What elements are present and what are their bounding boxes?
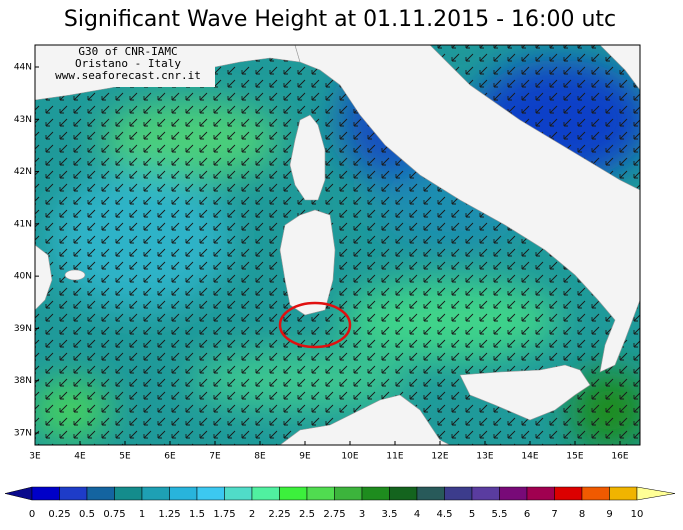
colorbar-segment — [306, 486, 335, 501]
colorbar-label: 0.25 — [48, 509, 70, 520]
colorbar-label: 1.5 — [189, 509, 205, 520]
lat-label: 44N — [14, 63, 32, 73]
credit-box — [40, 45, 215, 87]
colorbar-label: 2.5 — [299, 509, 315, 520]
italy — [294, 45, 640, 373]
lon-label: 7E — [209, 452, 221, 462]
lon-label: 16E — [611, 452, 628, 462]
croatia — [599, 45, 640, 91]
colorbar-segment — [499, 486, 528, 501]
colorbar-label: 2.75 — [323, 509, 345, 520]
colorbar-segment — [114, 486, 143, 501]
colorbar-segment — [416, 486, 445, 501]
lon-label: 15E — [566, 452, 583, 462]
colorbar-label: 3.5 — [382, 509, 398, 520]
lat-label: 37N — [14, 429, 32, 439]
colorbar-label: 0.5 — [79, 509, 95, 520]
colorbar-segment — [361, 486, 390, 501]
credit-line: www.seaforecast.cnr.it — [55, 69, 201, 82]
corsica — [289, 114, 326, 201]
colorbar-segment — [526, 486, 555, 501]
colorbar-label: 5 — [469, 509, 475, 520]
lon-label: 14E — [521, 452, 538, 462]
tunisia — [279, 394, 451, 445]
lon-label: 11E — [386, 452, 403, 462]
map — [35, 45, 640, 445]
map-frame — [34, 44, 641, 446]
colorbar-label: 10 — [631, 509, 644, 520]
lon-label: 5E — [119, 452, 131, 462]
colorbar-label: 1.25 — [158, 509, 180, 520]
lon-label: 4E — [74, 452, 86, 462]
colorbar: 0 0.25 0.5 0.75 1 1.25 1.5 1.75 2 2.25 2.5 2.75 3 3.5… — [4, 486, 676, 520]
colorbar-label: 3 — [359, 509, 365, 520]
axes: 44N 43N 42N 41N 40N 39N 38N 37N 3E 4E 5E 6E 7E 8E 9E 10… — [14, 63, 629, 462]
title: Significant Wave Height at 01.11.2015 - … — [64, 7, 616, 32]
colorbar-segment — [389, 486, 418, 501]
colorbar-label: 8 — [579, 509, 585, 520]
balearic — [64, 269, 86, 281]
colorbar-low-end — [4, 486, 33, 501]
sardinia — [279, 209, 336, 316]
lon-label: 6E — [164, 452, 176, 462]
colorbar-segment — [224, 486, 253, 501]
sicily — [459, 364, 591, 421]
colorbar-label: 0 — [29, 509, 35, 520]
lat-label: 39N — [14, 324, 32, 334]
lon-label: 12E — [431, 452, 448, 462]
colorbar-segment — [334, 486, 363, 501]
lat-label: 42N — [14, 167, 32, 177]
colorbar-segment — [141, 486, 170, 501]
lat-label: 40N — [14, 272, 32, 282]
colorbar-label: 4 — [414, 509, 420, 520]
lat-label: 43N — [14, 115, 32, 125]
colorbar-segment — [31, 486, 60, 501]
lon-label: 10E — [341, 452, 358, 462]
colorbar-label: 9 — [606, 509, 612, 520]
colorbar-label: 2.25 — [268, 509, 290, 520]
lon-label: 9E — [299, 452, 311, 462]
colorbar-label: 4.5 — [437, 509, 453, 520]
colorbar-segment — [609, 486, 638, 501]
colorbar-label: 0.75 — [103, 509, 125, 520]
credit-line: Oristano - Italy — [75, 57, 181, 70]
colorbar-segment — [251, 486, 280, 501]
colorbar-label: 1 — [139, 509, 145, 520]
colorbar-label: 6 — [524, 509, 530, 520]
lon-label: 13E — [476, 452, 493, 462]
colorbar-segment — [554, 486, 583, 501]
colorbar-segment — [86, 486, 115, 501]
colorbar-label: 5.5 — [492, 509, 508, 520]
lat-label: 38N — [14, 376, 32, 386]
colorbar-segment — [279, 486, 308, 501]
colorbar-label: 1.75 — [213, 509, 235, 520]
colorbar-segment — [581, 486, 610, 501]
colorbar-segment — [59, 486, 88, 501]
lon-label: 3E — [29, 452, 41, 462]
colorbar-high-end — [636, 486, 676, 501]
colorbar-label: 2 — [249, 509, 255, 520]
colorbar-segment — [471, 486, 500, 501]
colorbar-segment — [196, 486, 225, 501]
spain-coast — [35, 244, 53, 311]
credit-line: G30 of CNR-IAMC — [78, 45, 177, 58]
lon-label: 8E — [254, 452, 266, 462]
lat-label: 41N — [14, 219, 32, 229]
colorbar-segment — [169, 486, 198, 501]
colorbar-segment — [444, 486, 473, 501]
colorbar-label: 7 — [551, 509, 557, 520]
highlight-circle — [278, 301, 352, 349]
